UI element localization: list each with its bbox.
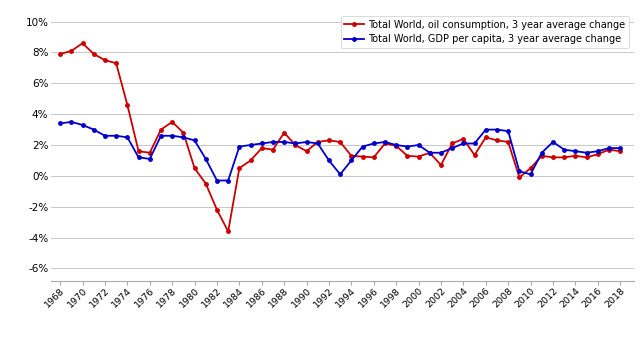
Total World, oil consumption, 3 year average change [79,41,86,45]
Line: Total World, oil consumption, 3 year average change: Total World, oil consumption, 3 year ave… [58,41,622,233]
Total World, GDP per capita, 3 year average change [191,138,198,143]
Total World, GDP per capita, 3 year average change [605,146,612,150]
Total World, oil consumption, 3 year average change [247,158,255,163]
Total World, oil consumption, 3 year average change [616,149,624,153]
Total World, oil consumption, 3 year average change [224,229,232,234]
Total World, oil consumption, 3 year average change [191,166,198,170]
Total World, oil consumption, 3 year average change [258,146,266,150]
Legend: Total World, oil consumption, 3 year average change, Total World, GDP per capita: Total World, oil consumption, 3 year ave… [340,16,628,48]
Total World, GDP per capita, 3 year average change [247,143,255,147]
Total World, oil consumption, 3 year average change [605,148,612,152]
Total World, oil consumption, 3 year average change [482,135,490,139]
Total World, oil consumption, 3 year average change [56,52,64,56]
Total World, oil consumption, 3 year average change [448,141,456,146]
Total World, GDP per capita, 3 year average change [482,127,490,132]
Total World, GDP per capita, 3 year average change [258,141,266,146]
Total World, GDP per capita, 3 year average change [448,146,456,150]
Total World, GDP per capita, 3 year average change [68,120,76,124]
Line: Total World, GDP per capita, 3 year average change: Total World, GDP per capita, 3 year aver… [58,120,622,182]
Total World, GDP per capita, 3 year average change [213,178,221,183]
Total World, GDP per capita, 3 year average change [56,121,64,126]
Total World, GDP per capita, 3 year average change [616,146,624,150]
